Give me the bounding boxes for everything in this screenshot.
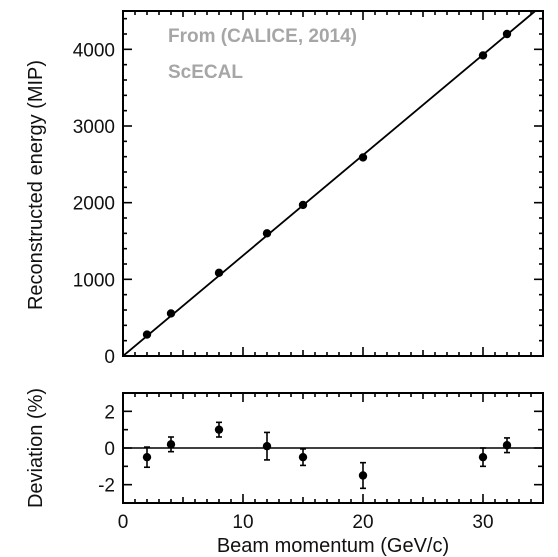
bottom-y-tick-label: 0 bbox=[104, 439, 115, 460]
energy-data-point bbox=[502, 29, 512, 39]
deviation-data-point bbox=[166, 436, 176, 453]
deviation-marker bbox=[166, 440, 176, 449]
top-y-tick-label: 3000 bbox=[73, 117, 115, 138]
top-y-tick-label: 4000 bbox=[73, 40, 115, 61]
top-y-tick-label: 1000 bbox=[73, 270, 115, 291]
deviation-marker bbox=[478, 452, 488, 462]
top-y-axis-title: Reconstructed energy (MIP) bbox=[25, 60, 47, 310]
deviation-marker bbox=[358, 471, 368, 480]
source-annotation: From (CALICE, 2014) bbox=[168, 26, 357, 47]
deviation-data-point bbox=[478, 447, 488, 468]
top-data-points bbox=[142, 29, 512, 339]
top-plot-frame bbox=[122, 10, 544, 357]
x-tick-label: 30 bbox=[472, 512, 493, 533]
deviation-marker bbox=[214, 425, 224, 434]
deviation-data-point bbox=[214, 421, 224, 438]
deviation-data-point bbox=[298, 448, 308, 467]
deviation-data-point bbox=[502, 437, 512, 454]
deviation-data-point bbox=[358, 461, 368, 490]
energy-data-point bbox=[262, 229, 272, 238]
x-tick-label: 20 bbox=[352, 512, 373, 533]
deviation-marker bbox=[502, 441, 512, 450]
deviation-marker bbox=[298, 452, 308, 462]
x-axis-title: Beam momentum (GeV/c) bbox=[217, 535, 449, 557]
energy-data-point bbox=[166, 309, 176, 318]
bottom-y-tick-label: -2 bbox=[98, 476, 115, 497]
detector-annotation: ScECAL bbox=[168, 62, 243, 83]
deviation-data-point bbox=[262, 431, 272, 461]
top-y-tick-label: 0 bbox=[104, 347, 115, 368]
bottom-y-axis-title: Deviation (%) bbox=[25, 388, 47, 508]
top-ticks bbox=[122, 11, 544, 357]
energy-data-point bbox=[358, 153, 368, 162]
deviation-marker bbox=[142, 452, 152, 462]
bottom-data-points bbox=[142, 421, 512, 490]
top-tick-labels: 0 1000 2000 3000 4000 bbox=[73, 40, 115, 368]
energy-data-point bbox=[214, 268, 224, 278]
deviation-marker bbox=[262, 441, 272, 451]
x-tick-label: 10 bbox=[232, 512, 253, 533]
x-tick-label: 0 bbox=[118, 512, 129, 533]
top-panel: 0 1000 2000 3000 4000 From (CALICE, 2014) Sc… bbox=[25, 10, 544, 368]
deviation-data-point bbox=[142, 446, 152, 469]
bottom-y-tick-label: 2 bbox=[104, 402, 115, 423]
energy-data-point bbox=[142, 330, 152, 339]
energy-data-point bbox=[478, 51, 488, 60]
energy-data-point bbox=[298, 200, 308, 210]
top-y-tick-label: 2000 bbox=[73, 194, 115, 215]
linear-fit-line bbox=[122, 10, 536, 357]
